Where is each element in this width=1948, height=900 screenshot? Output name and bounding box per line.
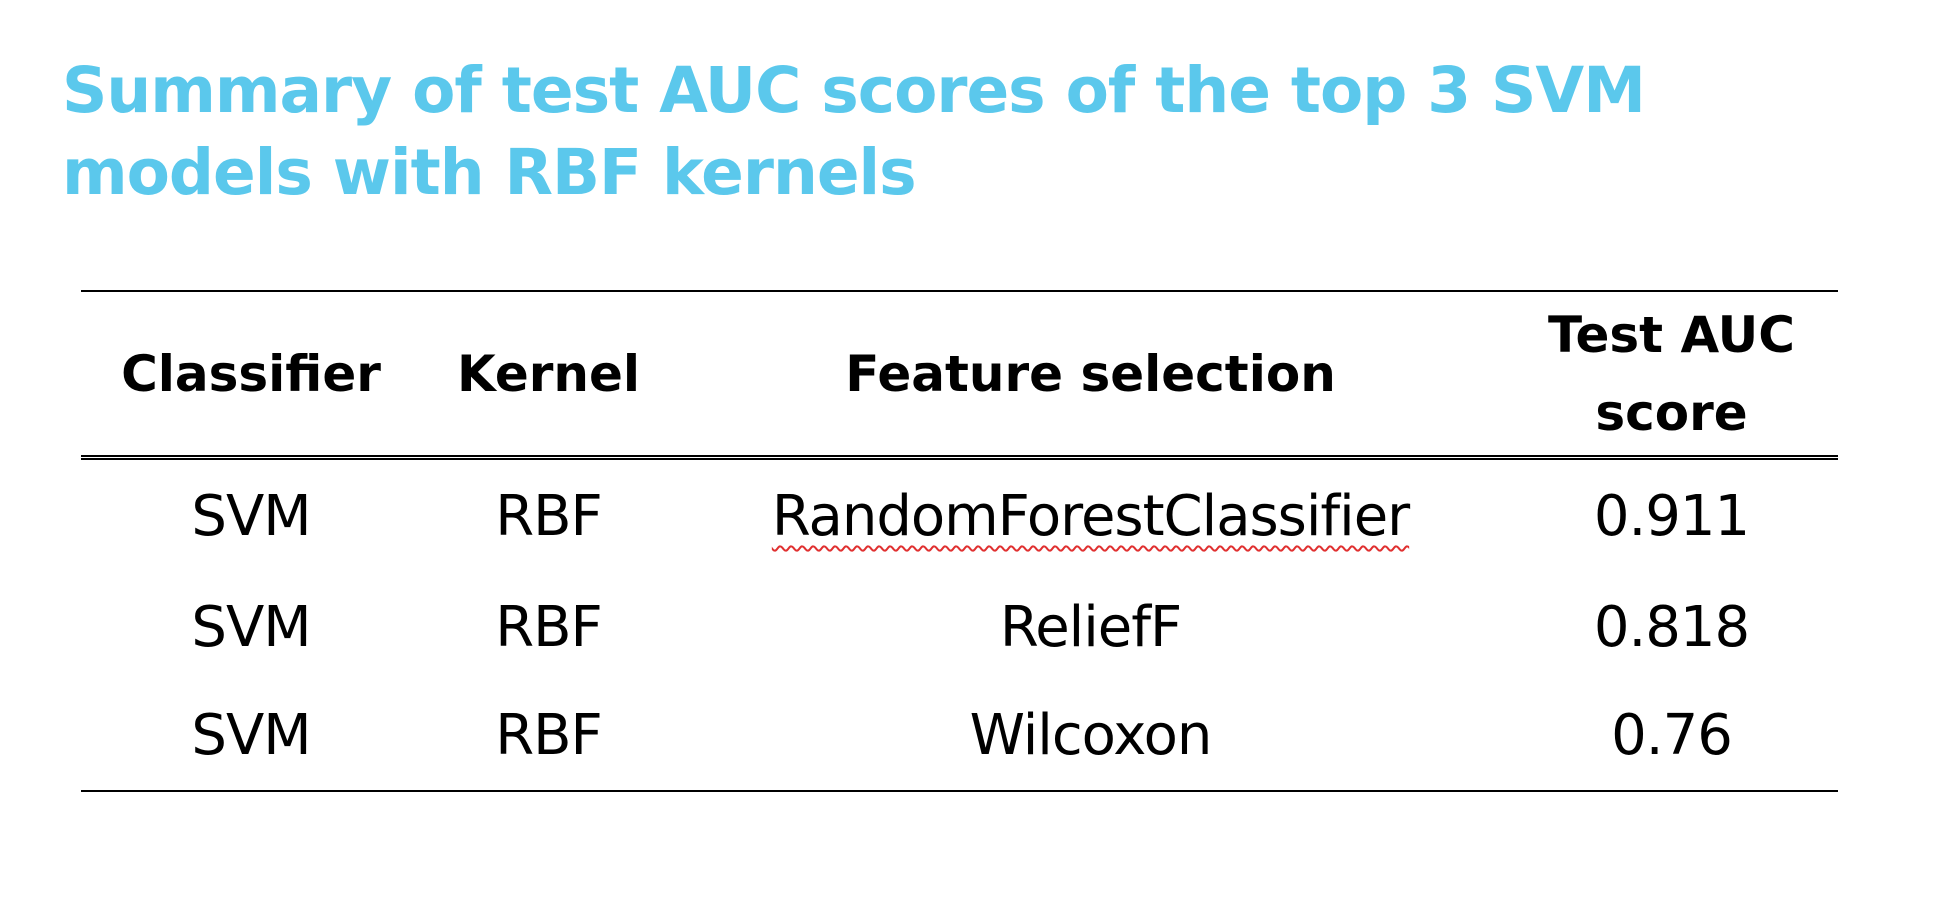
cell-kernel: RBF <box>495 595 603 660</box>
cell-classifier: SVM <box>81 682 421 792</box>
summary-table: Classifier Kernel Feature selection Test… <box>81 290 1838 792</box>
cell-kernel: RBF <box>421 682 676 792</box>
header-test-auc-score: Test AUC score <box>1505 290 1838 460</box>
cell-feature-selection: ReliefF <box>999 595 1182 660</box>
table-header: Classifier Kernel Feature selection Test… <box>81 290 1838 460</box>
header-kernel: Kernel <box>421 290 676 460</box>
header-feature-selection: Feature selection <box>676 290 1505 460</box>
cell-test-auc-score: 0.911 <box>1593 484 1750 549</box>
header-classifier: Classifier <box>81 290 421 460</box>
cell-feature-selection: RandomForestClassifier <box>676 458 1505 575</box>
table-row: SVM RBF Wilcoxon 0.76 <box>81 682 1838 792</box>
cell-kernel: RBF <box>495 484 603 549</box>
cell-test-auc-score: 0.818 <box>1593 595 1750 660</box>
slide-title: Summary of test AUC scores of the top 3 … <box>62 54 1646 209</box>
cell-feature-selection: Wilcoxon <box>676 682 1505 792</box>
spellcheck-flagged-text[interactable]: RandomForestClassifier <box>771 484 1410 549</box>
table-row: SVM RBF RandomForestClassifier 0.911 <box>81 458 1838 575</box>
cell-classifier: SVM <box>191 595 311 660</box>
header-row: Classifier Kernel Feature selection Test… <box>81 290 1838 460</box>
cell-test-auc-score: 0.76 <box>1505 682 1838 792</box>
cell-classifier: SVM <box>191 484 311 549</box>
table-row: SVM RBF ReliefF 0.818 <box>81 574 1838 682</box>
table-body: SVM RBF RandomForestClassifier 0.911 SVM… <box>81 458 1838 792</box>
